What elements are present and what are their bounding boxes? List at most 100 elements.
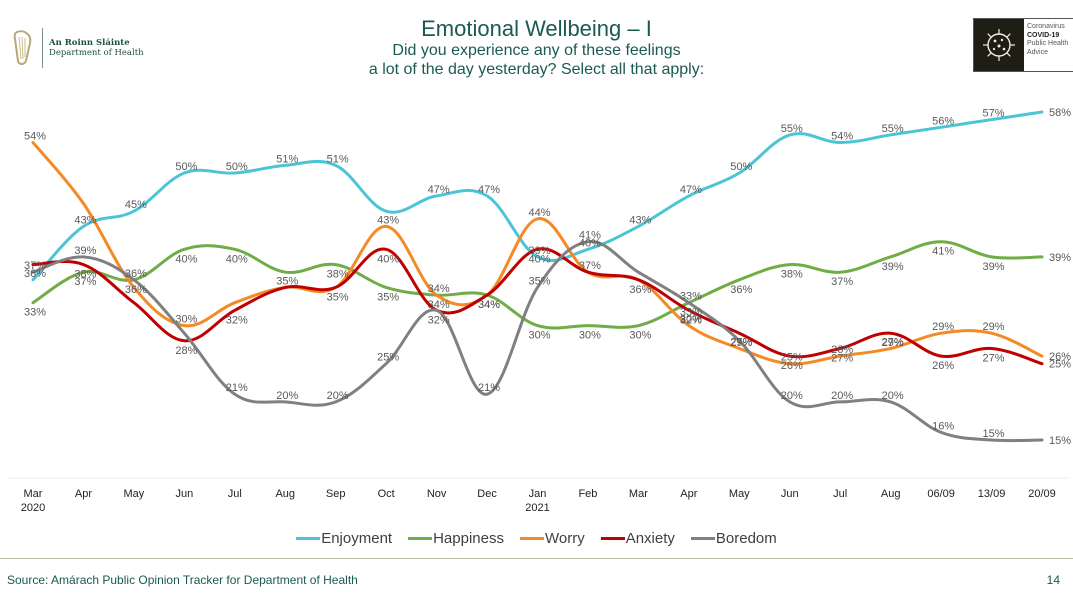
data-label-enjoyment: 36%	[24, 268, 46, 280]
data-label-happiness: 39%	[1049, 252, 1071, 264]
data-label-anxiety: 27%	[831, 352, 853, 364]
data-label-worry: 26%	[1049, 351, 1071, 363]
data-label-boredom: 33%	[680, 291, 702, 303]
data-label-enjoyment: 57%	[983, 108, 1005, 120]
data-label-anxiety: 40%	[377, 253, 399, 265]
line-chart: 36%43%45%50% 50%51% 51%47% 47%39%40%43%47%5…	[8, 107, 1071, 514]
data-label-happiness: 30%	[629, 330, 651, 342]
data-label-enjoyment: 45%	[125, 199, 147, 211]
legend-label: Worry	[544, 530, 585, 547]
data-label-boredom: 37%	[24, 260, 46, 272]
data-label-enjoyment: 51%	[276, 153, 298, 165]
footer-divider	[0, 558, 1073, 559]
data-label-anxiety: 29%	[882, 337, 904, 349]
data-label-boredom: 39%	[74, 245, 96, 257]
data-label-enjoyment: 39%	[528, 245, 550, 257]
data-label-boredom: 25%	[377, 352, 399, 364]
data-label-anxiety: 32%	[226, 314, 248, 326]
data-label-worry: 35%	[276, 275, 298, 287]
data-label-enjoyment: 51%	[327, 153, 349, 165]
x-tick-label: Jul	[228, 488, 242, 500]
data-label-enjoyment: 47%	[680, 184, 702, 196]
data-label-worry: 37%	[579, 260, 601, 272]
data-label-boredom: 16%	[932, 420, 954, 432]
chart-legend: Enjoyment Happiness Worry Anxiety Boredom	[0, 530, 1073, 547]
data-label-worry: 29%	[932, 321, 954, 333]
x-tick-label: Dec	[477, 488, 497, 500]
covid-badge-line2: COVID-19	[1027, 31, 1060, 39]
chart-subtitle-line1: Did you experience any of these feelings	[392, 42, 681, 59]
covid-badge-line3: Public Health	[1027, 40, 1069, 47]
x-tick-label: Mar	[24, 488, 43, 500]
data-label-happiness: 38%	[781, 269, 803, 281]
x-tick-label: Jun	[781, 488, 799, 500]
series-line-happiness	[31, 240, 1044, 330]
covid-badge-line4: Advice	[1027, 48, 1049, 56]
data-label-anxiety: 26%	[932, 360, 954, 372]
data-label-enjoyment: 47%	[478, 184, 500, 196]
data-label-anxiety: 36%	[629, 284, 651, 296]
legend-item-enjoyment: Enjoyment	[296, 530, 392, 547]
page-number: 14	[1046, 573, 1060, 587]
legend-item-happiness: Happiness	[408, 530, 504, 547]
x-tick-label: Mar	[629, 488, 648, 500]
data-label-enjoyment: 43%	[74, 214, 96, 226]
data-label-anxiety: 27%	[983, 352, 1005, 364]
x-tick-label: Aug	[275, 488, 295, 500]
data-label-happiness: 30%	[528, 330, 550, 342]
series-line-anxiety	[31, 247, 1044, 366]
x-tick-label: Jul	[833, 488, 847, 500]
legend-label: Boredom	[715, 530, 777, 547]
data-label-anxiety: 38%	[74, 269, 96, 281]
data-label-enjoyment: 50%	[226, 161, 248, 173]
data-label-worry: 25%	[781, 352, 803, 364]
legend-label: Anxiety	[625, 530, 675, 547]
x-tick-label: May	[729, 488, 750, 500]
data-label-enjoyment: 58%	[1049, 107, 1071, 119]
data-label-boredom: 15%	[1049, 435, 1071, 447]
x-tick-label: Jun	[175, 488, 193, 500]
data-label-enjoyment: 54%	[831, 131, 853, 143]
data-label-worry: 30%	[680, 314, 702, 326]
data-label-anxiety: 25%	[1049, 359, 1071, 371]
logo-divider	[42, 28, 43, 68]
org-name-english: Department of Health	[49, 48, 144, 58]
department-of-health-logo: An Roinn Sláinte Department of Health	[12, 28, 144, 68]
data-label-worry: 29%	[983, 321, 1005, 333]
data-label-boredom: 21%	[478, 382, 500, 394]
x-tick-label: Oct	[378, 488, 395, 500]
legend-swatch	[296, 537, 321, 540]
data-label-worry: 54%	[24, 131, 46, 143]
data-label-anxiety: 40%	[528, 253, 550, 265]
x-tick-label: May	[124, 488, 145, 500]
data-label-boredom: 35%	[528, 275, 550, 287]
legend-item-anxiety: Anxiety	[600, 530, 675, 547]
data-label-anxiety: 32%	[680, 314, 702, 326]
x-tick-label: Apr	[680, 488, 697, 500]
data-label-boredom: 36%	[125, 268, 147, 280]
data-label-happiness: 40%	[175, 253, 197, 265]
legend-label: Happiness	[433, 530, 504, 547]
data-label-boredom: 21%	[226, 382, 248, 394]
x-tick-label: 20/09	[1028, 488, 1056, 500]
data-label-worry: 44%	[528, 207, 550, 219]
data-label-worry: 34%	[428, 283, 450, 295]
data-label-happiness: 40%	[226, 253, 248, 265]
data-label-boredom: 20%	[276, 390, 298, 402]
legend-swatch	[408, 537, 433, 540]
data-label-enjoyment: 43%	[629, 214, 651, 226]
data-label-enjoyment: 55%	[781, 123, 803, 135]
x-tick-label: Nov	[427, 488, 447, 500]
x-tick-label: 06/09	[927, 488, 955, 500]
legend-item-worry: Worry	[519, 530, 585, 547]
data-label-boredom: 15%	[983, 428, 1005, 440]
data-label-happiness: 33%	[24, 307, 46, 319]
legend-swatch	[690, 537, 715, 540]
covid-badge: Coronavirus COVID-19 Public Health Advic…	[973, 18, 1073, 72]
data-label-enjoyment: 47%	[428, 184, 450, 196]
data-label-boredom: 41%	[579, 230, 601, 242]
x-tick-year-label: 2021	[525, 502, 549, 514]
data-label-anxiety: 35%	[327, 291, 349, 303]
source-note: Source: Amárach Public Opinion Tracker f…	[7, 573, 358, 587]
data-label-happiness: 36%	[125, 284, 147, 296]
